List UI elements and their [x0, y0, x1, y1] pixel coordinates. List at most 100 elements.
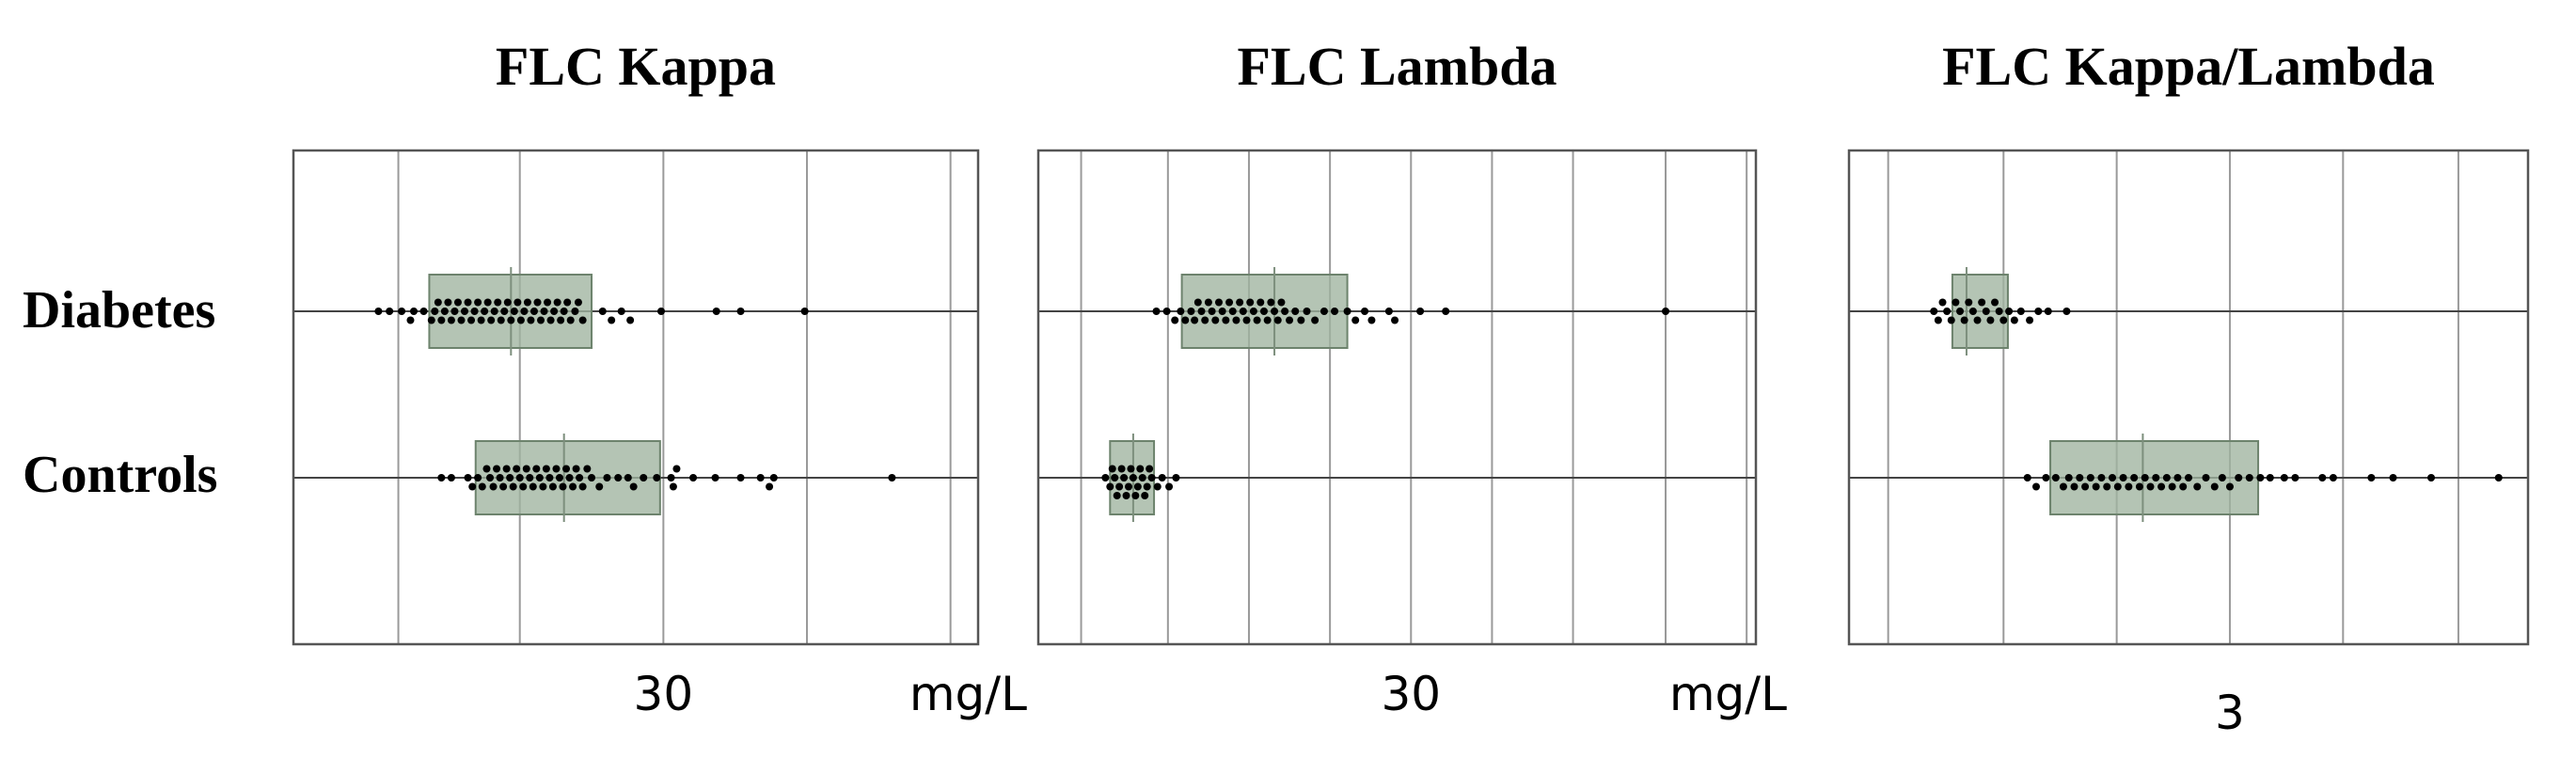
- data-point: [1983, 308, 1990, 315]
- data-point: [653, 474, 660, 482]
- unit-label: mg/L: [909, 667, 1027, 721]
- data-point: [2103, 483, 2110, 491]
- data-point: [603, 474, 610, 482]
- data-point: [595, 483, 603, 491]
- data-point: [523, 466, 530, 473]
- data-point: [544, 299, 551, 307]
- data-point: [2034, 308, 2042, 315]
- data-point: [1109, 466, 1116, 473]
- data-point: [1211, 317, 1219, 324]
- data-point: [454, 299, 462, 307]
- data-point: [1232, 317, 1240, 324]
- data-point: [2281, 474, 2288, 482]
- data-point: [494, 299, 501, 307]
- data-point: [1115, 483, 1123, 491]
- data-point: [1153, 308, 1161, 315]
- unit-label: mg/L: [1669, 667, 1787, 721]
- data-point: [770, 474, 778, 482]
- data-point: [506, 474, 514, 482]
- data-point: [437, 317, 445, 324]
- data-point: [474, 474, 482, 482]
- data-point: [1194, 299, 1202, 307]
- data-point: [1134, 483, 1142, 491]
- data-point: [2071, 483, 2078, 491]
- data-point: [532, 466, 540, 473]
- data-point: [478, 317, 485, 324]
- data-point: [1256, 299, 1264, 307]
- plot-frame: [293, 150, 978, 644]
- data-point: [524, 299, 531, 307]
- data-point: [1267, 299, 1274, 307]
- data-point: [2097, 474, 2105, 482]
- data-point: [579, 483, 587, 491]
- data-point: [487, 317, 495, 324]
- data-point: [1243, 317, 1251, 324]
- data-point: [1969, 308, 1977, 315]
- data-point: [2367, 474, 2375, 482]
- data-point: [2081, 483, 2089, 491]
- data-point: [630, 483, 638, 491]
- data-point: [2045, 308, 2052, 315]
- data-point: [2163, 474, 2171, 482]
- data-point: [566, 474, 574, 482]
- data-point: [471, 308, 479, 315]
- data-point: [1961, 317, 1968, 324]
- series-diabetes: [374, 267, 808, 355]
- data-point: [1127, 466, 1134, 473]
- data-point: [1159, 474, 1166, 482]
- data-point: [541, 308, 548, 315]
- data-point: [484, 299, 492, 307]
- data-point: [1385, 308, 1393, 315]
- data-point: [547, 317, 555, 324]
- data-point: [2330, 474, 2337, 482]
- data-point: [1219, 308, 1226, 315]
- data-point: [1222, 317, 1229, 324]
- data-point: [1286, 317, 1293, 324]
- data-point: [2267, 474, 2274, 482]
- data-point: [1344, 308, 1351, 315]
- plot-frame: [1038, 150, 1756, 644]
- data-point: [713, 308, 720, 315]
- data-point: [599, 308, 607, 315]
- data-point: [1291, 308, 1299, 315]
- data-point: [576, 474, 583, 482]
- data-point: [493, 466, 500, 473]
- data-point: [567, 317, 575, 324]
- data-point: [448, 317, 455, 324]
- data-point: [2141, 474, 2149, 482]
- data-point: [1281, 308, 1288, 315]
- data-point: [2005, 308, 2013, 315]
- data-point: [1974, 317, 1982, 324]
- data-point: [503, 466, 511, 473]
- data-point: [1139, 474, 1146, 482]
- data-point: [517, 317, 525, 324]
- data-point: [1209, 308, 1216, 315]
- data-point: [2390, 474, 2397, 482]
- data-point: [2032, 483, 2040, 491]
- data-point: [614, 474, 622, 482]
- data-point: [1930, 308, 1937, 315]
- data-point: [468, 483, 476, 491]
- data-point: [1148, 474, 1156, 482]
- data-point: [672, 466, 680, 473]
- data-point: [1948, 317, 1955, 324]
- data-point: [539, 483, 546, 491]
- panel-title-lambda: FLC Lambda: [1237, 36, 1557, 97]
- data-point: [2179, 483, 2187, 491]
- data-point: [1118, 466, 1126, 473]
- data-point: [2246, 474, 2253, 482]
- data-point: [550, 308, 558, 315]
- data-point: [2120, 474, 2127, 482]
- data-point: [618, 308, 625, 315]
- data-point: [486, 474, 494, 482]
- data-point: [2235, 474, 2242, 482]
- data-point: [757, 474, 765, 482]
- data-point: [511, 308, 518, 315]
- data-point: [516, 474, 524, 482]
- data-point: [712, 474, 719, 482]
- data-point: [549, 483, 557, 491]
- data-point: [450, 308, 458, 315]
- data-point: [1130, 474, 1137, 482]
- data-point: [2136, 483, 2143, 491]
